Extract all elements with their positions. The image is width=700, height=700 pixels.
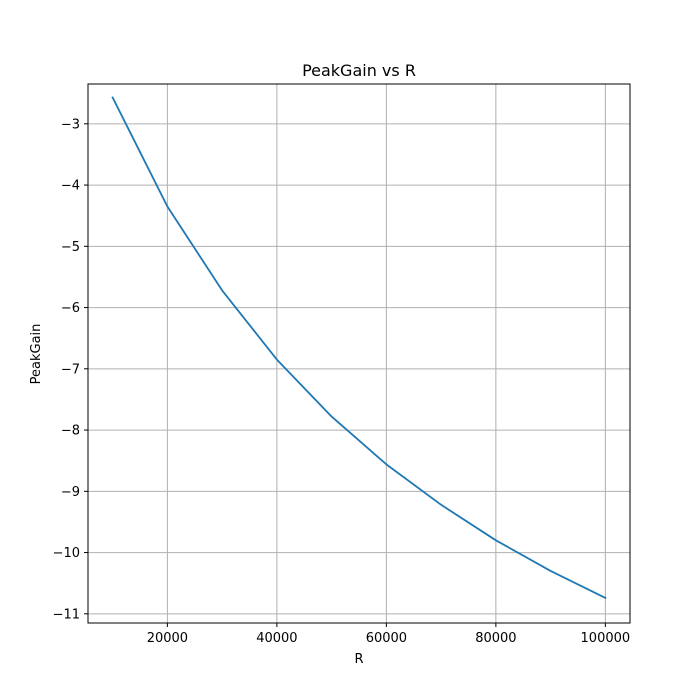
y-axis-label: PeakGain bbox=[29, 324, 44, 385]
y-tick-label: −5 bbox=[61, 240, 80, 255]
chart-title: PeakGain vs R bbox=[302, 61, 416, 80]
y-axis-ticks: −3 −4 −5 −6 −7 −8 −9 −10 −11 bbox=[53, 117, 88, 622]
y-tick-label: −6 bbox=[61, 301, 80, 316]
x-tick-label: 100000 bbox=[581, 631, 631, 646]
series-layer bbox=[111, 96, 607, 600]
y-tick-label: −8 bbox=[61, 424, 80, 439]
y-tick-label: −10 bbox=[53, 546, 80, 561]
x-tick-label: 20000 bbox=[147, 631, 188, 646]
y-tick-label: −9 bbox=[61, 485, 80, 500]
y-tick-label: −4 bbox=[61, 179, 80, 194]
x-tick-label: 40000 bbox=[256, 631, 297, 646]
x-tick-label: 80000 bbox=[475, 631, 516, 646]
plot-area-frame bbox=[87, 83, 631, 624]
x-tick-label: 60000 bbox=[366, 631, 407, 646]
grid bbox=[88, 84, 630, 623]
x-axis-label: R bbox=[354, 652, 363, 667]
x-axis-ticks: 20000 40000 60000 80000 100000 bbox=[147, 623, 630, 646]
y-tick-label: −11 bbox=[53, 607, 80, 622]
series-line bbox=[111, 96, 607, 600]
y-tick-label: −7 bbox=[61, 362, 80, 377]
y-tick-label: −3 bbox=[61, 117, 80, 132]
